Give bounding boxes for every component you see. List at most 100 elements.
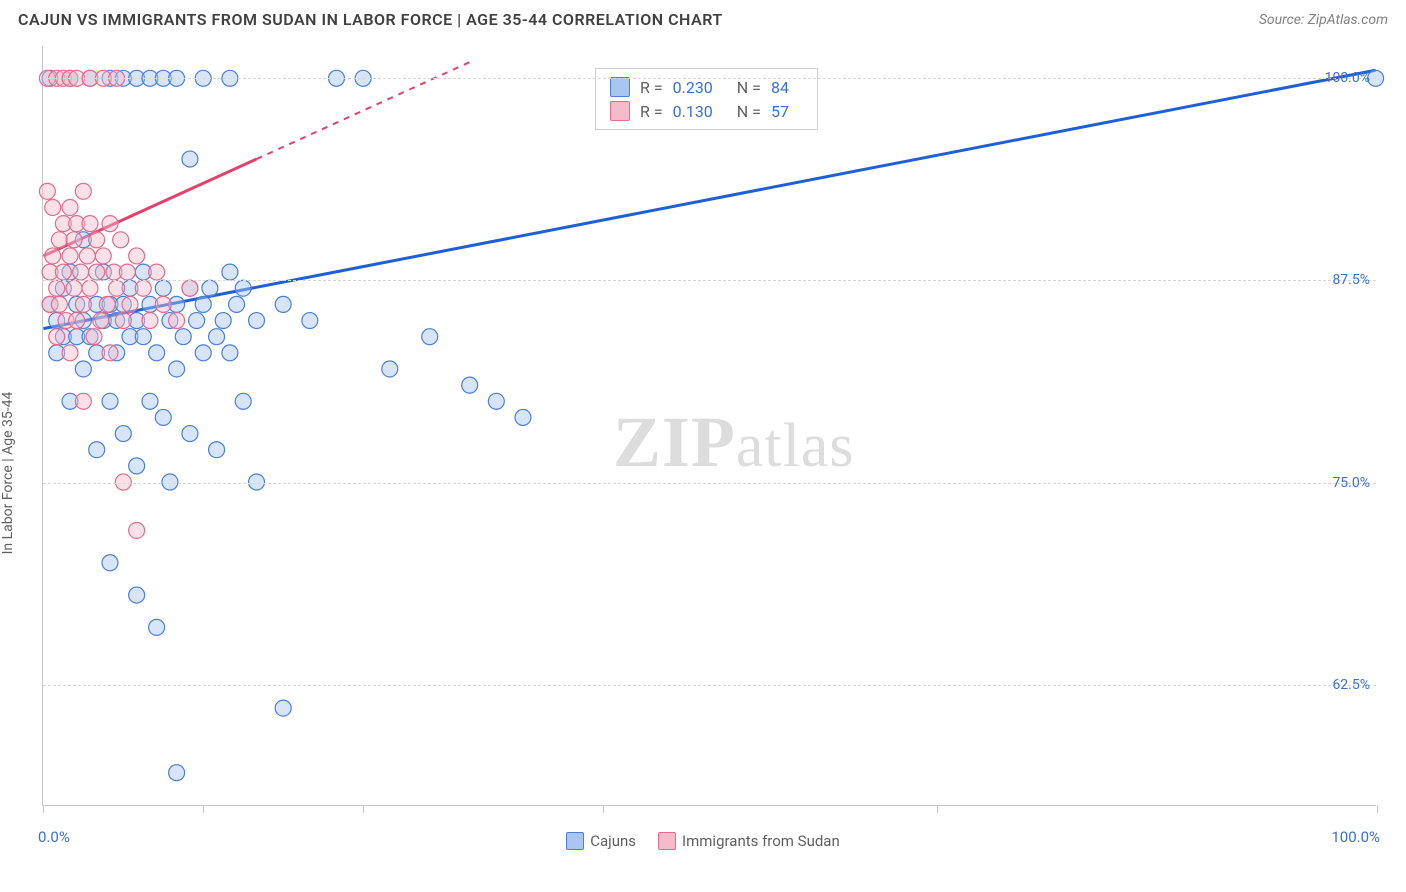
stat-r-label: R =	[640, 78, 663, 97]
scatter-point	[89, 232, 105, 248]
scatter-point	[235, 280, 251, 296]
scatter-point	[235, 393, 251, 409]
scatter-point	[462, 377, 478, 393]
legend-swatch	[566, 832, 584, 850]
scatter-point	[129, 587, 145, 603]
scatter-point	[215, 313, 231, 329]
gridline	[43, 685, 1376, 686]
scatter-point	[302, 313, 318, 329]
stats-legend-row: R = 0.130 N = 57	[610, 99, 803, 123]
scatter-point	[149, 345, 165, 361]
scatter-point	[109, 280, 125, 296]
legend-swatch	[610, 101, 630, 121]
scatter-point	[115, 313, 131, 329]
legend-item: Cajuns	[566, 832, 636, 850]
scatter-point	[515, 409, 531, 425]
source-credit: Source: ZipAtlas.com	[1259, 12, 1388, 28]
stats-legend: R = 0.230 N = 84 R = 0.130 N = 57	[595, 68, 818, 130]
stat-n-label: N =	[737, 78, 761, 97]
scatter-point	[119, 264, 135, 280]
scatter-point	[149, 264, 165, 280]
scatter-point	[129, 522, 145, 538]
scatter-point	[135, 280, 151, 296]
scatter-point	[155, 296, 171, 312]
scatter-point	[195, 345, 211, 361]
stat-n-value: 57	[771, 102, 789, 121]
scatter-point	[66, 280, 82, 296]
scatter-point	[62, 199, 78, 215]
scatter-point	[69, 313, 85, 329]
scatter-point	[169, 361, 185, 377]
scatter-point	[49, 280, 65, 296]
scatter-point	[45, 199, 61, 215]
scatter-point	[249, 313, 265, 329]
x-tick	[363, 805, 364, 813]
scatter-point	[182, 151, 198, 167]
scatter-point	[99, 296, 115, 312]
scatter-point	[202, 280, 218, 296]
scatter-point	[51, 296, 67, 312]
scatter-point	[229, 296, 245, 312]
scatter-point	[135, 329, 151, 345]
scatter-point	[55, 264, 71, 280]
scatter-point	[488, 393, 504, 409]
y-tick-label: 87.5%	[1332, 272, 1370, 288]
x-tick	[203, 805, 204, 813]
gridline	[43, 78, 1376, 79]
scatter-point	[45, 248, 61, 264]
scatter-point	[102, 345, 118, 361]
scatter-point	[142, 393, 158, 409]
stat-r-value: 0.230	[673, 78, 713, 97]
chart-title: CAJUN VS IMMIGRANTS FROM SUDAN IN LABOR …	[18, 10, 723, 29]
legend-swatch	[610, 77, 630, 97]
scatter-point	[75, 183, 91, 199]
scatter-point	[115, 426, 131, 442]
scatter-point	[142, 313, 158, 329]
scatter-point	[195, 296, 211, 312]
scatter-point	[102, 216, 118, 232]
scatter-point	[175, 329, 191, 345]
scatter-point	[75, 393, 91, 409]
legend-item: Immigrants from Sudan	[658, 832, 840, 850]
scatter-point	[51, 232, 67, 248]
legend-swatch	[658, 832, 676, 850]
scatter-point	[129, 458, 145, 474]
scatter-point	[155, 280, 171, 296]
scatter-point	[189, 313, 205, 329]
gridline	[43, 483, 1376, 484]
x-tick	[603, 805, 604, 813]
stat-n-value: 84	[771, 78, 789, 97]
scatter-point	[89, 264, 105, 280]
scatter-point	[93, 313, 109, 329]
scatter-point	[82, 280, 98, 296]
scatter-point	[89, 442, 105, 458]
scatter-point	[39, 183, 55, 199]
scatter-point	[275, 296, 291, 312]
y-tick-label: 75.0%	[1332, 475, 1370, 491]
bottom-legend: Cajuns Immigrants from Sudan	[0, 832, 1406, 850]
x-tick	[43, 805, 44, 813]
scatter-point	[155, 409, 171, 425]
scatter-point	[102, 393, 118, 409]
scatter-point	[102, 555, 118, 571]
x-tick	[1377, 805, 1378, 813]
scatter-point	[169, 765, 185, 781]
scatter-point	[62, 248, 78, 264]
scatter-point	[182, 426, 198, 442]
scatter-point	[209, 329, 225, 345]
scatter-point	[62, 345, 78, 361]
stat-r-label: R =	[640, 102, 663, 121]
scatter-points-layer	[43, 46, 1376, 805]
scatter-point	[422, 329, 438, 345]
stat-r-value: 0.130	[673, 102, 713, 121]
scatter-point	[182, 280, 198, 296]
scatter-point	[86, 329, 102, 345]
stat-n-label: N =	[737, 102, 761, 121]
scatter-point	[122, 296, 138, 312]
legend-label: Immigrants from Sudan	[682, 832, 840, 850]
scatter-point	[169, 313, 185, 329]
scatter-point	[382, 361, 398, 377]
scatter-point	[222, 264, 238, 280]
scatter-point	[275, 700, 291, 716]
y-axis-label: In Labor Force | Age 35-44	[0, 392, 16, 555]
